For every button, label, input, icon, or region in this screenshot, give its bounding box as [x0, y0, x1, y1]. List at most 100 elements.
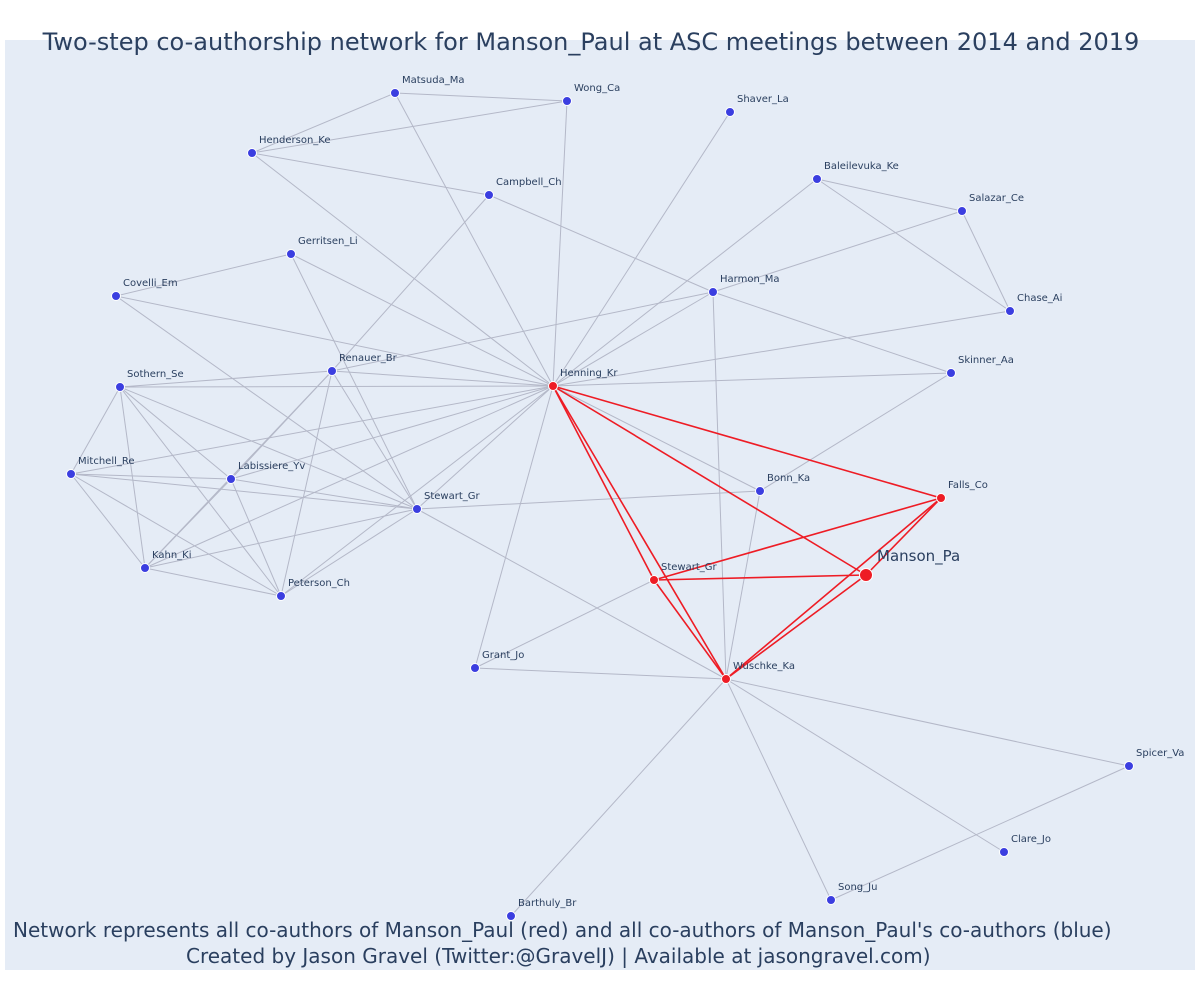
- node-salazar[interactable]: [957, 206, 967, 216]
- node-skinner[interactable]: [946, 368, 956, 378]
- edge-manson-wuschke: [725, 574, 867, 680]
- node-henderson[interactable]: [247, 148, 257, 158]
- edge-bonn-wuschke: [725, 490, 761, 680]
- edge-grant-wuschke: [474, 667, 727, 680]
- node-renauer[interactable]: [327, 366, 337, 376]
- node-label-chase: Chase_Ai: [1017, 293, 1062, 304]
- node-label-stewart_r: Stewart_Gr: [661, 562, 718, 573]
- edge-sothern-labissiere: [119, 386, 232, 480]
- node-chase[interactable]: [1005, 306, 1015, 316]
- edge-matsuda-henning: [394, 92, 554, 387]
- chart-title: Two-step co-authorship network for Manso…: [42, 28, 1140, 56]
- edge-baleilevuka-chase: [816, 178, 1011, 312]
- edge-manson-stewart_r: [653, 574, 867, 581]
- node-label-henderson: Henderson_Ke: [259, 135, 331, 146]
- edge-labissiere-henning: [230, 385, 554, 480]
- edge-baleilevuka-henning: [552, 178, 818, 387]
- node-henning[interactable]: [548, 381, 558, 391]
- edge-spicer-song: [830, 765, 1130, 901]
- node-manson[interactable]: [859, 568, 873, 582]
- node-stewart_r[interactable]: [649, 575, 659, 585]
- node-stewart_b[interactable]: [412, 504, 422, 514]
- node-sothern[interactable]: [115, 382, 125, 392]
- node-clare[interactable]: [999, 847, 1009, 857]
- node-harmon[interactable]: [708, 287, 718, 297]
- node-baleilevuka[interactable]: [812, 174, 822, 184]
- footer-credit: Created by Jason Gravel (Twitter:@Gravel…: [186, 944, 931, 968]
- edge-peterson-henning: [280, 385, 554, 597]
- edge-chase-henning: [552, 310, 1011, 387]
- node-label-henning: Henning_Kr: [560, 368, 618, 379]
- node-shaver[interactable]: [725, 107, 735, 117]
- node-label-bonn: Bonn_Ka: [767, 473, 810, 484]
- node-song[interactable]: [826, 895, 836, 905]
- node-label-mitchell: Mitchell_Re: [78, 456, 135, 467]
- node-matsuda[interactable]: [390, 88, 400, 98]
- node-campbell[interactable]: [484, 190, 494, 200]
- node-label-gerritsen: Gerritsen_Li: [298, 236, 358, 247]
- node-bonn[interactable]: [755, 486, 765, 496]
- edge-sothern-kahn: [119, 386, 146, 569]
- edge-labissiere-kahn: [144, 478, 232, 569]
- node-covelli[interactable]: [111, 291, 121, 301]
- node-label-stewart_b: Stewart_Gr: [424, 491, 481, 502]
- node-label-harmon: Harmon_Ma: [720, 274, 780, 285]
- edge-henning-falls: [552, 385, 942, 499]
- edge-labissiere-stewart_b: [230, 478, 418, 510]
- edge-wuschke-clare: [725, 678, 1005, 853]
- node-label-shaver: Shaver_La: [737, 94, 789, 105]
- node-label-wong: Wong_Ca: [574, 83, 620, 94]
- node-gerritsen[interactable]: [286, 249, 296, 259]
- node-layer: [66, 88, 1134, 921]
- edge-harmon-skinner: [712, 291, 952, 374]
- node-label-salazar: Salazar_Ce: [969, 193, 1024, 204]
- edge-wong-henning: [552, 100, 568, 387]
- node-label-sothern: Sothern_Se: [127, 369, 184, 380]
- edge-manson-henning: [552, 385, 867, 576]
- node-barthuly[interactable]: [506, 911, 516, 921]
- edge-matsuda-wong: [394, 92, 568, 102]
- node-label-peterson: Peterson_Ch: [288, 578, 350, 589]
- node-label-matsuda: Matsuda_Ma: [402, 75, 464, 86]
- node-spicer[interactable]: [1124, 761, 1134, 771]
- edge-renauer-stewart_b: [331, 370, 418, 510]
- node-kahn[interactable]: [140, 563, 150, 573]
- edge-falls-stewart_r: [653, 497, 942, 581]
- node-falls[interactable]: [936, 493, 946, 503]
- edge-wuschke-barthuly: [510, 678, 727, 917]
- edge-harmon-wuschke: [712, 291, 727, 680]
- node-labissiere[interactable]: [226, 474, 236, 484]
- node-mitchell[interactable]: [66, 469, 76, 479]
- edge-mitchell-henning: [70, 385, 554, 475]
- node-label-baleilevuka: Baleilevuka_Ke: [824, 161, 899, 172]
- edge-mitchell-stewart_b: [70, 473, 418, 510]
- node-label-wuschke: Wuschke_Ka: [733, 661, 795, 672]
- edge-harmon-renauer: [331, 291, 714, 372]
- node-peterson[interactable]: [276, 591, 286, 601]
- edge-salazar-harmon: [712, 210, 963, 293]
- node-label-covelli: Covelli_Em: [123, 278, 178, 289]
- edge-sothern-peterson: [119, 386, 282, 597]
- footer-description: Network represents all co-authors of Man…: [13, 918, 1112, 942]
- edge-stewart_b-bonn: [416, 490, 761, 510]
- edge-covelli-stewart_b: [115, 295, 418, 510]
- node-wong[interactable]: [562, 96, 572, 106]
- node-wuschke[interactable]: [721, 674, 731, 684]
- edge-gerritsen-henning: [290, 253, 554, 387]
- edge-sothern-henning: [119, 385, 554, 388]
- node-label-clare: Clare_Jo: [1011, 834, 1051, 845]
- node-grant[interactable]: [470, 663, 480, 673]
- edge-wuschke-spicer: [725, 678, 1130, 767]
- node-label-campbell: Campbell_Ch: [496, 177, 562, 188]
- edge-grant-henning: [474, 385, 554, 669]
- edge-falls-wuschke: [725, 497, 942, 680]
- edge-skinner-henning: [552, 372, 952, 387]
- edge-kahn-peterson: [144, 567, 282, 597]
- edge-baleilevuka-salazar: [816, 178, 963, 212]
- edge-renauer-peterson: [280, 370, 333, 597]
- node-label-spicer: Spicer_Va: [1136, 748, 1184, 759]
- edge-sothern-mitchell: [70, 386, 121, 475]
- node-label-grant: Grant_Jo: [482, 650, 524, 661]
- edge-renauer-sothern: [119, 370, 333, 388]
